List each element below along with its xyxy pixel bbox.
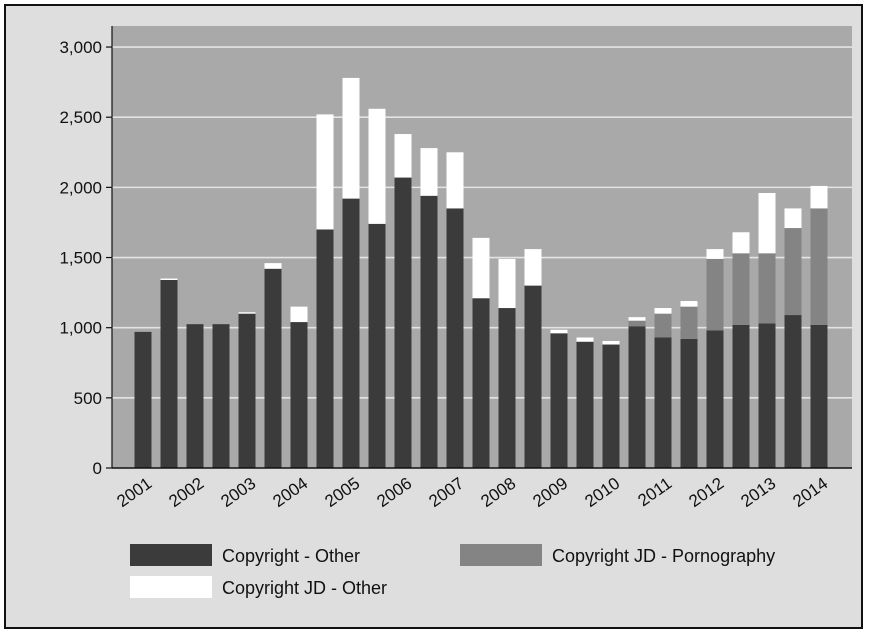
legend-swatch [130, 576, 212, 598]
bar-segment-jd_other [160, 278, 178, 280]
y-tick-label: 2,500 [59, 108, 102, 127]
bar-segment-porn [732, 253, 750, 325]
bar-segment-jd_other [472, 237, 490, 299]
chart-frame: 0 500 1,000 1,500 2,000 2,500 3,000 2001 2002 20… [4, 4, 863, 629]
y-tick-label: 500 [74, 389, 102, 408]
bar-segment-other [654, 337, 672, 468]
bar-segment-other [290, 322, 308, 468]
y-tick-label: 2,000 [59, 178, 102, 197]
bar-segment-other [342, 198, 360, 469]
bar-segment-other [758, 323, 776, 468]
bar-segment-jd_other [290, 306, 308, 323]
bar-segment-jd_other [576, 337, 594, 342]
bar-segment-other [368, 223, 386, 468]
legend-label: Copyright JD - Other [222, 578, 387, 598]
bar-segment-other [524, 285, 542, 468]
bar-segment-other [264, 268, 282, 468]
bar-segment-other [498, 308, 516, 468]
bar-segment-jd_other [498, 258, 516, 309]
bar-segment-porn [654, 313, 672, 338]
bar-segment-jd_other [342, 77, 360, 199]
bar-segment-other [420, 195, 438, 469]
bar-segment-jd_other [524, 249, 542, 286]
x-tick-label: 2004 [269, 474, 311, 511]
bar-segment-other [784, 315, 802, 468]
bar-segment-other [680, 338, 698, 468]
bar-segment-jd_other [706, 249, 724, 259]
bar-segment-jd_other [446, 152, 464, 209]
bar-segment-other [576, 341, 594, 468]
bar-segment-jd_other [420, 148, 438, 196]
bar-segment-other [472, 298, 490, 468]
bar-segment-jd_other [628, 317, 646, 321]
y-tick-label: 0 [93, 459, 102, 478]
bar-segment-other [186, 324, 204, 468]
bar-segment-porn [680, 306, 698, 339]
x-tick-label: 2009 [529, 474, 571, 511]
bar-segment-other [238, 313, 256, 468]
bar-segment-jd_other [238, 312, 256, 314]
bars [134, 77, 828, 469]
legend-swatch [460, 544, 542, 566]
x-tick-label: 2002 [165, 474, 207, 511]
x-tick-label: 2012 [685, 474, 727, 511]
bar-segment-other [602, 344, 620, 468]
bar-segment-porn [706, 258, 724, 331]
bar-segment-other [212, 324, 230, 468]
x-tick-label: 2011 [634, 474, 675, 511]
x-tick-label: 2014 [789, 474, 831, 511]
bar-segment-jd_other [732, 232, 750, 254]
bar-segment-jd_other [394, 134, 412, 178]
x-tick-label: 2007 [425, 474, 467, 511]
x-tick-label: 2010 [581, 474, 623, 511]
bar-segment-other [550, 333, 568, 468]
legend-swatch [130, 544, 212, 566]
bar-segment-other [160, 279, 178, 468]
x-axis: 2001 2002 2003 2004 2005 2006 2007 2008 2009 2010… [112, 467, 852, 511]
x-tick-label: 2008 [477, 474, 519, 511]
legend-label: Copyright - Other [222, 546, 360, 566]
bar-segment-jd_other [550, 329, 568, 334]
bar-segment-porn [784, 228, 802, 316]
x-tick-label: 2006 [373, 474, 415, 511]
bar-segment-other [394, 177, 412, 469]
bar-segment-jd_other [810, 185, 828, 209]
bar-segment-other [732, 324, 750, 468]
bar-segment-jd_other [368, 108, 386, 224]
bar-segment-jd_other [602, 341, 620, 345]
y-tick-label: 1,500 [59, 249, 102, 268]
bar-segment-porn [810, 208, 828, 325]
y-axis: 0 500 1,000 1,500 2,000 2,500 3,000 [59, 26, 113, 478]
bar-segment-other [628, 326, 646, 468]
x-tick-label: 2005 [321, 474, 363, 511]
bar-segment-porn [628, 320, 646, 327]
x-tick-label: 2001 [113, 474, 155, 511]
bar-segment-other [446, 208, 464, 468]
bar-segment-jd_other [784, 208, 802, 229]
bar-segment-other [134, 331, 152, 468]
legend-label: Copyright JD - Pornography [552, 546, 775, 566]
bar-segment-other [810, 324, 828, 468]
bar-segment-jd_other [264, 263, 282, 269]
bar-segment-other [316, 229, 334, 468]
bar-segment-jd_other [758, 192, 776, 254]
x-tick-label: 2003 [217, 474, 259, 511]
bar-segment-jd_other [680, 301, 698, 307]
legend: Copyright - Other Copyright JD - Pornogra… [130, 544, 775, 598]
bar-segment-jd_other [316, 114, 334, 230]
bar-segment-other [706, 330, 724, 468]
bar-segment-porn [758, 253, 776, 324]
y-tick-label: 1,000 [59, 319, 102, 338]
y-tick-label: 3,000 [59, 38, 102, 57]
x-tick-label: 2013 [737, 474, 779, 511]
bar-segment-jd_other [654, 308, 672, 314]
